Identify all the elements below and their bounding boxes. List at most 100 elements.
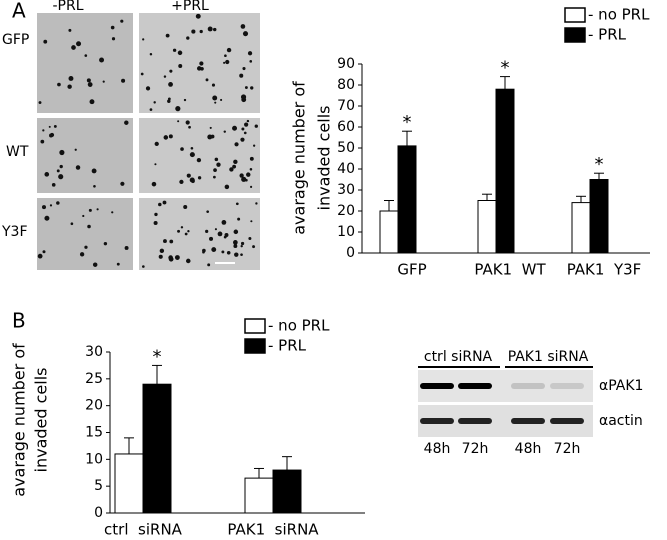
cell xyxy=(75,165,81,170)
cell xyxy=(51,183,56,187)
cell xyxy=(224,54,227,58)
cell xyxy=(87,82,93,87)
cell xyxy=(120,19,124,23)
bar xyxy=(477,200,497,254)
cell xyxy=(247,51,253,56)
cell xyxy=(42,250,46,254)
western-blot: ctrl siRNA PAK1 siRNA αPAK1 αactin 48h 7… xyxy=(418,349,643,457)
cell xyxy=(240,253,243,257)
cell xyxy=(196,157,202,163)
cell xyxy=(82,214,85,218)
significance-mark: * xyxy=(595,154,604,175)
y-tick-label: 0 xyxy=(346,245,355,261)
cell xyxy=(187,230,190,233)
cell xyxy=(243,131,247,135)
cell xyxy=(250,185,253,188)
cell xyxy=(189,152,195,158)
significance-mark: * xyxy=(153,346,162,367)
cell xyxy=(159,248,165,254)
legend-label: - no PRL xyxy=(588,6,650,24)
cell xyxy=(149,108,153,111)
cell xyxy=(59,164,63,169)
cell xyxy=(212,95,218,101)
cell xyxy=(255,202,258,205)
row-label: Y3F xyxy=(1,224,28,240)
cell xyxy=(177,229,181,233)
legend-swatch xyxy=(244,338,266,354)
blot-group: PAK1 siRNA xyxy=(508,349,589,365)
cell xyxy=(242,31,249,37)
cell xyxy=(86,78,91,83)
significance-mark: * xyxy=(501,58,510,79)
bar xyxy=(589,179,609,254)
blot-row: αactin xyxy=(599,413,643,429)
cell xyxy=(214,101,217,104)
cell xyxy=(41,205,47,210)
cell xyxy=(235,202,239,206)
cell xyxy=(244,86,248,89)
cell xyxy=(89,99,95,105)
cell xyxy=(158,254,163,259)
cell xyxy=(169,69,173,73)
cell xyxy=(167,99,171,103)
y-tick-label: 20 xyxy=(85,398,103,414)
cell xyxy=(254,124,258,128)
cell xyxy=(79,252,85,257)
y-tick-label: 30 xyxy=(85,344,103,360)
cell xyxy=(153,220,158,226)
cell xyxy=(199,61,204,66)
cell xyxy=(242,66,246,71)
cell xyxy=(154,212,158,217)
cell xyxy=(210,134,215,139)
y-tick-label: 90 xyxy=(337,56,355,72)
cell xyxy=(153,101,156,104)
cell xyxy=(177,120,180,123)
cell xyxy=(67,84,72,89)
cell xyxy=(248,237,252,241)
cell xyxy=(56,201,60,205)
cell xyxy=(221,220,227,225)
blot-lane: 48h xyxy=(515,441,542,457)
cell xyxy=(111,211,114,214)
legend-label: - no PRL xyxy=(268,317,330,335)
cell xyxy=(209,126,212,129)
legend-label: - PRL xyxy=(588,26,627,44)
bar xyxy=(495,88,515,254)
cell xyxy=(250,86,254,90)
cell xyxy=(232,125,238,131)
cell xyxy=(185,258,191,264)
bar xyxy=(379,210,399,254)
cell xyxy=(111,37,116,41)
y-axis-label: avarage number of xyxy=(10,343,29,497)
cell xyxy=(42,129,45,132)
cell xyxy=(154,141,159,147)
cell xyxy=(207,263,211,267)
cell xyxy=(246,172,251,177)
cell xyxy=(224,184,230,190)
bar xyxy=(571,202,591,254)
blot-row: αPAK1 xyxy=(599,378,643,394)
cell xyxy=(196,66,202,71)
cell xyxy=(53,124,57,128)
cell xyxy=(233,159,238,165)
micrograph xyxy=(37,118,133,193)
cell xyxy=(217,231,223,237)
cell xyxy=(246,119,250,123)
cell xyxy=(99,57,105,63)
cell xyxy=(183,98,187,102)
cell xyxy=(167,97,171,101)
cell xyxy=(140,72,144,76)
cell xyxy=(110,25,115,30)
cell xyxy=(240,24,246,29)
cell xyxy=(162,200,167,205)
cell xyxy=(212,27,217,32)
cell xyxy=(96,208,99,211)
cell xyxy=(184,232,188,236)
cell xyxy=(244,122,249,127)
cell xyxy=(207,26,213,32)
micrograph xyxy=(139,118,260,193)
y-tick-label: 15 xyxy=(85,425,103,441)
cell xyxy=(250,220,253,223)
cell xyxy=(49,204,53,207)
bar xyxy=(142,383,172,514)
